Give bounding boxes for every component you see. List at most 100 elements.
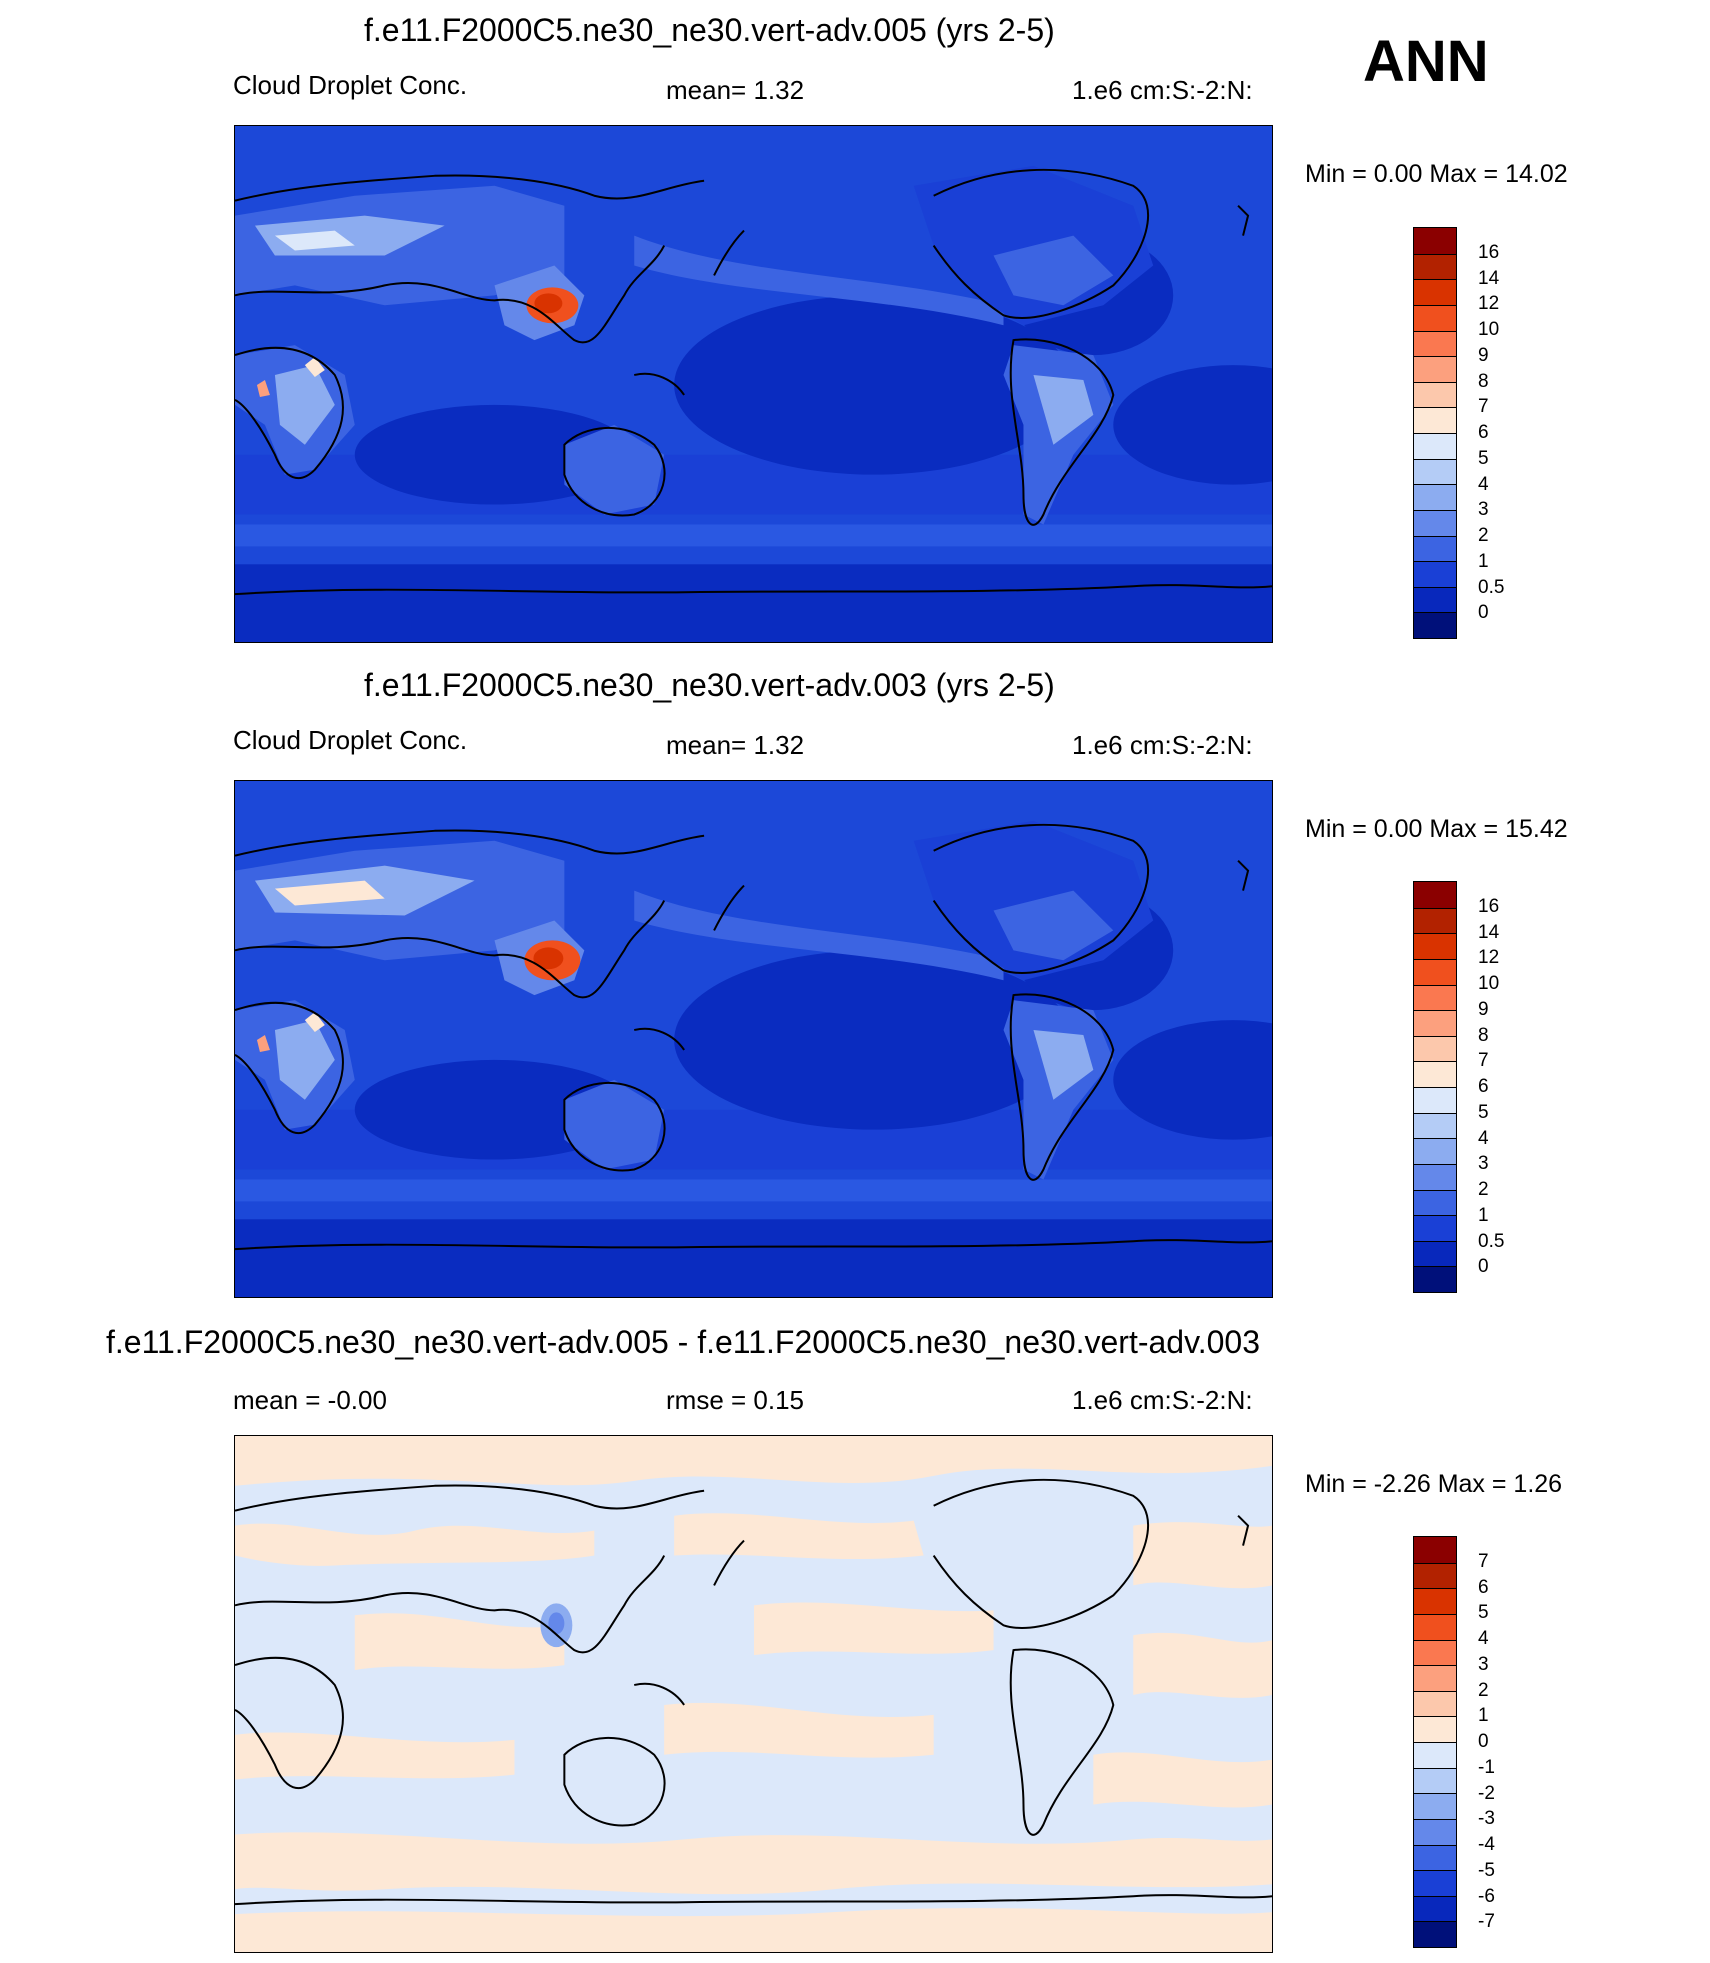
colorbar-swatch [1414, 484, 1456, 510]
colorbar-swatch [1414, 1562, 1456, 1589]
colorbar-swatch [1414, 907, 1456, 934]
colorbar-swatch [1414, 279, 1456, 305]
colorbar-tick: -5 [1478, 1860, 1495, 1881]
colorbar-tick: -4 [1478, 1834, 1495, 1855]
panel2-title: f.e11.F2000C5.ne30_ne30.vert-adv.003 (yr… [364, 667, 1055, 703]
panel3-min-max: Min = -2.26 Max = 1.26 [1305, 1470, 1563, 1498]
colorbar-tick: 3 [1478, 499, 1489, 520]
colorbar-tick: 5 [1478, 1102, 1489, 1123]
colorbar-tick: 7 [1478, 1050, 1489, 1071]
colorbar-swatch [1414, 1189, 1456, 1216]
panel1-title: f.e11.F2000C5.ne30_ne30.vert-adv.005 (yr… [364, 12, 1055, 48]
colorbar-swatch [1414, 586, 1456, 613]
colorbar-tick: 0.5 [1478, 577, 1505, 598]
colorbar-tick: 0 [1478, 1256, 1489, 1277]
panel3-units-label: 1.e6 cm:S:-2:N: [1072, 1385, 1253, 1415]
panel2-units-label: 1.e6 cm:S:-2:N: [1072, 730, 1253, 760]
colorbar-tick: 8 [1478, 1025, 1489, 1046]
colorbar-tick: 5 [1478, 448, 1489, 469]
colorbar-swatch [1414, 1639, 1456, 1666]
colorbar-swatch [1414, 1921, 1456, 1947]
panel3-mean-label: mean = -0.00 [233, 1385, 387, 1415]
colorbar-tick: 0 [1478, 602, 1489, 623]
panel3-map-field [235, 1436, 1272, 1952]
colorbar-tick: 2 [1478, 525, 1489, 546]
colorbar-swatch [1414, 1895, 1456, 1922]
panel2-variable-label: Cloud Droplet Conc. [233, 725, 468, 755]
colorbar-swatch [1414, 1163, 1456, 1190]
colorbar-swatch [1414, 1266, 1456, 1292]
colorbar-tick: 10 [1478, 973, 1500, 994]
colorbar-swatch [1414, 304, 1456, 331]
panel3-map [234, 1435, 1273, 1953]
colorbar-swatch [1414, 253, 1456, 280]
colorbar-tick: 2 [1478, 1680, 1489, 1701]
colorbar-swatch [1414, 228, 1456, 254]
colorbar-swatch [1414, 407, 1456, 433]
colorbar-swatch [1414, 933, 1456, 959]
colorbar-tick: 8 [1478, 371, 1489, 392]
colorbar-swatch [1414, 1690, 1456, 1717]
colorbar-tick: 7 [1478, 396, 1489, 417]
colorbar-tick: 4 [1478, 1128, 1489, 1149]
season-label: ANN [1363, 29, 1489, 94]
colorbar-tick: 7 [1478, 1551, 1489, 1572]
colorbar-swatch [1414, 356, 1456, 382]
colorbar-swatch [1414, 561, 1456, 587]
colorbar-swatch [1414, 1215, 1456, 1241]
colorbar-tick: 1 [1478, 1705, 1489, 1726]
colorbar-swatch [1414, 381, 1456, 408]
panel1-min-max: Min = 0.00 Max = 14.02 [1305, 160, 1568, 188]
colorbar-swatch [1414, 1010, 1456, 1036]
colorbar-swatch [1414, 458, 1456, 485]
colorbar-tick: 6 [1478, 1076, 1489, 1097]
colorbar-tick: 14 [1478, 268, 1500, 289]
colorbar-tick: 14 [1478, 922, 1500, 943]
colorbar-swatch [1414, 1844, 1456, 1871]
panel2-map [234, 780, 1273, 1298]
panel1-variable-label: Cloud Droplet Conc. [233, 70, 468, 100]
colorbar-swatch [1414, 1870, 1456, 1896]
panel2-colorbar [1413, 881, 1457, 1293]
panel1-map [234, 125, 1273, 643]
colorbar-swatch [1414, 1588, 1456, 1614]
colorbar-swatch [1414, 433, 1456, 459]
colorbar-tick: 9 [1478, 999, 1489, 1020]
colorbar-tick: -2 [1478, 1783, 1495, 1804]
colorbar-swatch [1414, 882, 1456, 908]
colorbar-tick: 2 [1478, 1179, 1489, 1200]
colorbar-tick: 6 [1478, 422, 1489, 443]
colorbar-swatch [1414, 509, 1456, 536]
colorbar-tick: 6 [1478, 1577, 1489, 1598]
panel2-map-field [235, 781, 1272, 1297]
colorbar-tick: 5 [1478, 1602, 1489, 1623]
colorbar-swatch [1414, 612, 1456, 638]
colorbar-swatch [1414, 1240, 1456, 1267]
colorbar-swatch [1414, 1061, 1456, 1087]
colorbar-tick: 12 [1478, 293, 1500, 314]
colorbar-tick: 9 [1478, 345, 1489, 366]
colorbar-tick: 3 [1478, 1153, 1489, 1174]
panel1-mean-label: mean= 1.32 [666, 75, 805, 105]
colorbar-tick: 12 [1478, 947, 1500, 968]
colorbar-swatch [1414, 535, 1456, 562]
panel2-mean-label: mean= 1.32 [666, 730, 805, 760]
colorbar-swatch [1414, 1087, 1456, 1113]
colorbar-tick: 10 [1478, 319, 1500, 340]
colorbar-swatch [1414, 984, 1456, 1011]
colorbar-swatch [1414, 1613, 1456, 1640]
colorbar-tick: 16 [1478, 896, 1500, 917]
colorbar-swatch [1414, 1112, 1456, 1139]
colorbar-swatch [1414, 1716, 1456, 1742]
panel1-colorbar [1413, 227, 1457, 639]
panel3-title: f.e11.F2000C5.ne30_ne30.vert-adv.005 - f… [106, 1324, 1260, 1360]
colorbar-tick: 1 [1478, 1205, 1489, 1226]
colorbar-swatch [1414, 330, 1456, 357]
colorbar-tick: 0 [1478, 1731, 1489, 1752]
colorbar-tick: 4 [1478, 474, 1489, 495]
colorbar-tick: 16 [1478, 242, 1500, 263]
colorbar-swatch [1414, 1537, 1456, 1563]
panel1-units-label: 1.e6 cm:S:-2:N: [1072, 75, 1253, 105]
panel3-rmse-label: rmse = 0.15 [666, 1385, 805, 1415]
colorbar-tick: -1 [1478, 1757, 1495, 1778]
